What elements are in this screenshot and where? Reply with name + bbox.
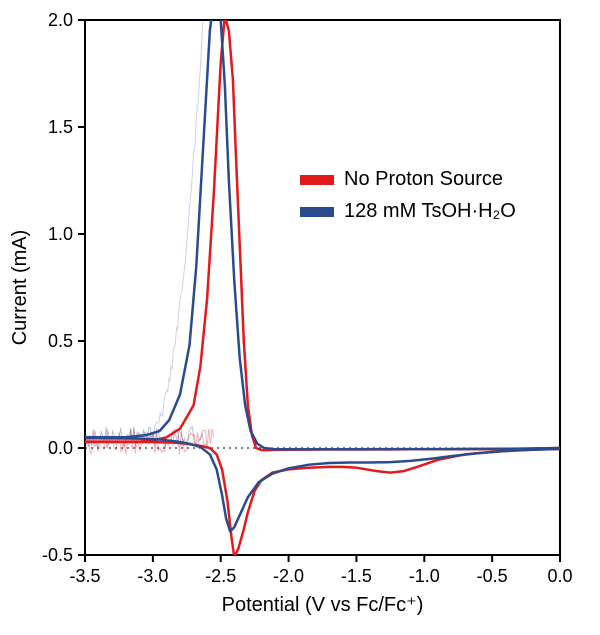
y-tick-label: 0.5 [48, 331, 73, 351]
y-tick-label: -0.5 [42, 545, 73, 565]
series-no-proton-forward [85, 16, 560, 450]
y-tick-label: 2.0 [48, 10, 73, 30]
legend-label-1: 128 mM TsOH·H₂O [344, 200, 516, 222]
x-tick-label: -1.5 [341, 566, 372, 586]
y-axis-label: Current (mA) [9, 230, 31, 346]
series-tsoh-reverse [85, 438, 560, 531]
legend-swatch-0 [300, 175, 334, 185]
x-tick-label: -3.0 [137, 566, 168, 586]
series-no-proton-reverse [85, 442, 560, 557]
y-tick-label: 1.5 [48, 117, 73, 137]
x-tick-label: 0.0 [547, 566, 572, 586]
x-tick-label: -3.5 [69, 566, 100, 586]
plot-frame [85, 20, 560, 555]
x-tick-label: -2.0 [273, 566, 304, 586]
series-tsoh-forward [85, 0, 560, 449]
noise-group [85, 0, 214, 454]
chart-svg: -3.5 -3.0 -2.5 -2.0 -1.5 -1.0 -0.5 0.0 -0.5 0.0 0.… [0, 0, 600, 635]
x-tick-label: -0.5 [477, 566, 508, 586]
x-tick-label: -2.5 [205, 566, 236, 586]
series-group [85, 0, 560, 557]
x-axis-label: Potential (V vs Fc/Fc⁺) [222, 594, 424, 616]
x-tick-label: -1.0 [409, 566, 440, 586]
legend-label-0: No Proton Source [344, 168, 503, 190]
y-tick-label: 0.0 [48, 438, 73, 458]
cv-chart: -3.5 -3.0 -2.5 -2.0 -1.5 -1.0 -0.5 0.0 -0.5 0.0 0.… [0, 0, 600, 635]
y-tick-label: 1.0 [48, 224, 73, 244]
legend-swatch-1 [300, 207, 334, 217]
